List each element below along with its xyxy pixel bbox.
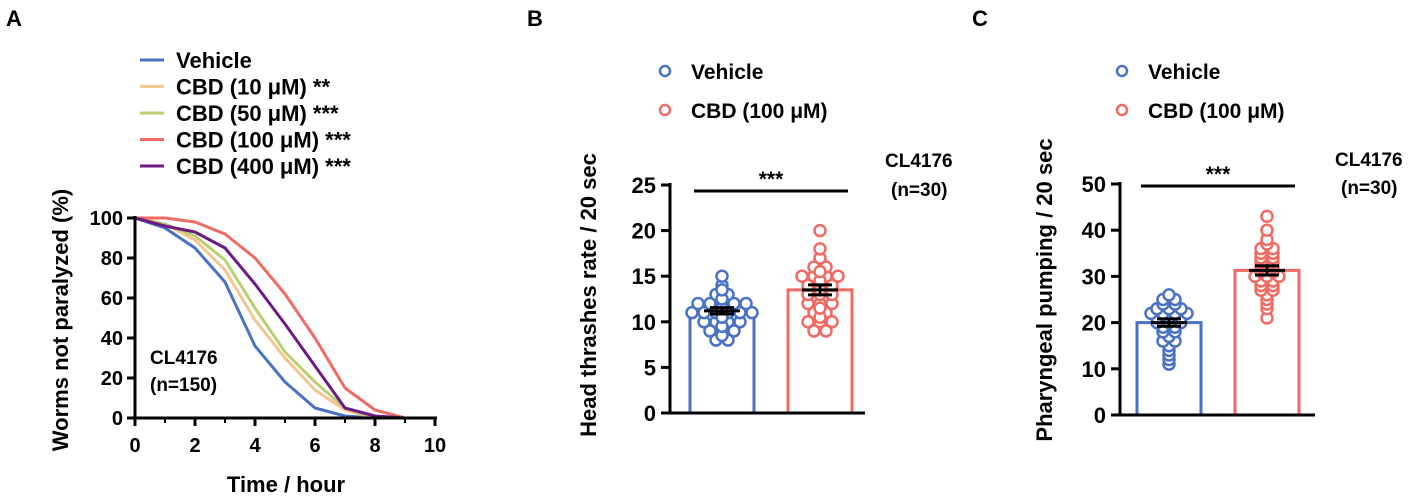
data-point	[813, 242, 827, 256]
y-tick-label: 25	[632, 173, 656, 198]
y-tick-label: 5	[644, 355, 656, 380]
data-point	[831, 269, 845, 283]
data-point	[1260, 209, 1274, 224]
y-tick-label: 0	[644, 401, 656, 426]
x-tick-label: 2	[189, 435, 200, 457]
data-point	[715, 283, 729, 297]
data-point	[813, 223, 827, 238]
legend-label: CBD (100 μM)	[691, 100, 828, 123]
legend-marker	[1115, 103, 1129, 117]
annotation-strain-c: CL4176	[1335, 150, 1403, 171]
x-tick-label: 10	[424, 435, 446, 457]
y-tick-label: 0	[112, 408, 123, 430]
panel-b: Vehicle CBD (100 μM) *** 0 5 10 15 20 25 Head …	[576, 61, 953, 437]
x-axis-label-a: Time / hour	[227, 472, 346, 497]
annotation-n-a: (n=150)	[150, 375, 217, 396]
annotation-strain-a: CL4176	[150, 348, 218, 369]
legend-label: CBD (10 μM) **	[176, 75, 330, 100]
y-tick-label: 80	[101, 248, 123, 270]
data-point	[1260, 223, 1274, 237]
data-point	[1162, 288, 1176, 302]
legend-c: Vehicle CBD (100 μM)	[1115, 61, 1285, 123]
legend-label: CBD (400 μM) ***	[176, 154, 351, 179]
panel-c: Vehicle CBD (100 μM) *** 0 10 20 30 40 50 Phar…	[1032, 61, 1403, 442]
data-point	[825, 315, 839, 329]
legend-label: CBD (50 μM) ***	[176, 101, 339, 126]
data-point	[739, 296, 753, 311]
legend-label: Vehicle	[176, 48, 252, 73]
legend-marker	[658, 64, 672, 78]
y-tick-label: 0	[1094, 403, 1106, 428]
bar-plot-b: ***	[685, 168, 854, 415]
y-axis-label-b: Head thrashes rate / 20 sec	[576, 153, 601, 437]
y-axis-label-c: Pharyngeal pumping / 20 sec	[1032, 138, 1057, 441]
y-tick-label: 20	[1082, 311, 1106, 336]
x-tick-label: 0	[129, 435, 140, 457]
legend-b: Vehicle CBD (100 μM)	[658, 61, 828, 123]
legend-label: Vehicle	[1148, 61, 1220, 84]
y-tick-label: 40	[1082, 218, 1106, 243]
panel-label-a: A	[6, 6, 22, 31]
y-tick-label: 20	[101, 368, 123, 390]
axes-c: 0 10 20 30 40 50	[1082, 172, 1315, 428]
data-point	[745, 305, 759, 320]
panel-label-c: C	[972, 6, 988, 31]
axes-b: 0 5 10 15 20 25	[632, 173, 865, 426]
legend-label: CBD (100 μM) ***	[176, 128, 351, 153]
x-tick-label: 6	[309, 435, 320, 457]
legend-label: CBD (100 μM)	[1148, 100, 1285, 123]
series-line-0	[134, 216, 376, 420]
y-tick-label: 50	[1082, 172, 1106, 197]
data-point	[819, 324, 833, 338]
data-point	[715, 269, 729, 283]
data-point	[727, 324, 741, 338]
y-tick-label: 60	[101, 288, 123, 310]
significance-label: ***	[759, 168, 784, 191]
data-point	[813, 301, 827, 315]
annotation-strain-b: CL4176	[885, 151, 953, 172]
legend-marker	[658, 103, 672, 117]
bar-plot-c: ***	[1135, 163, 1301, 417]
panel-label-b: B	[527, 6, 543, 31]
y-tick-label: 30	[1082, 264, 1106, 289]
data-point	[813, 264, 827, 279]
annotation-n-c: (n=30)	[1341, 178, 1398, 199]
x-tick-label: 4	[249, 435, 261, 457]
y-tick-label: 10	[632, 310, 656, 335]
significance-label: ***	[1206, 163, 1231, 186]
y-tick-label: 10	[1082, 357, 1106, 382]
y-tick-label: 15	[632, 264, 656, 289]
y-tick-label: 100	[90, 208, 123, 230]
y-tick-label: 20	[632, 219, 656, 244]
y-tick-label: 40	[101, 328, 123, 350]
legend-marker	[1115, 64, 1129, 78]
survival-lines	[134, 216, 406, 420]
annotation-n-b: (n=30)	[891, 180, 948, 201]
axes-a: 0 20 40 60 80 100 0 2 4 6 8 10	[90, 208, 447, 457]
series-line-3	[135, 216, 406, 420]
series-line-4	[134, 216, 406, 420]
data-point	[691, 296, 705, 311]
legend-label: Vehicle	[691, 61, 763, 84]
data-point	[795, 269, 809, 283]
y-axis-label-a: Worms not paralyzed (%)	[48, 189, 73, 451]
x-tick-label: 8	[369, 435, 380, 457]
